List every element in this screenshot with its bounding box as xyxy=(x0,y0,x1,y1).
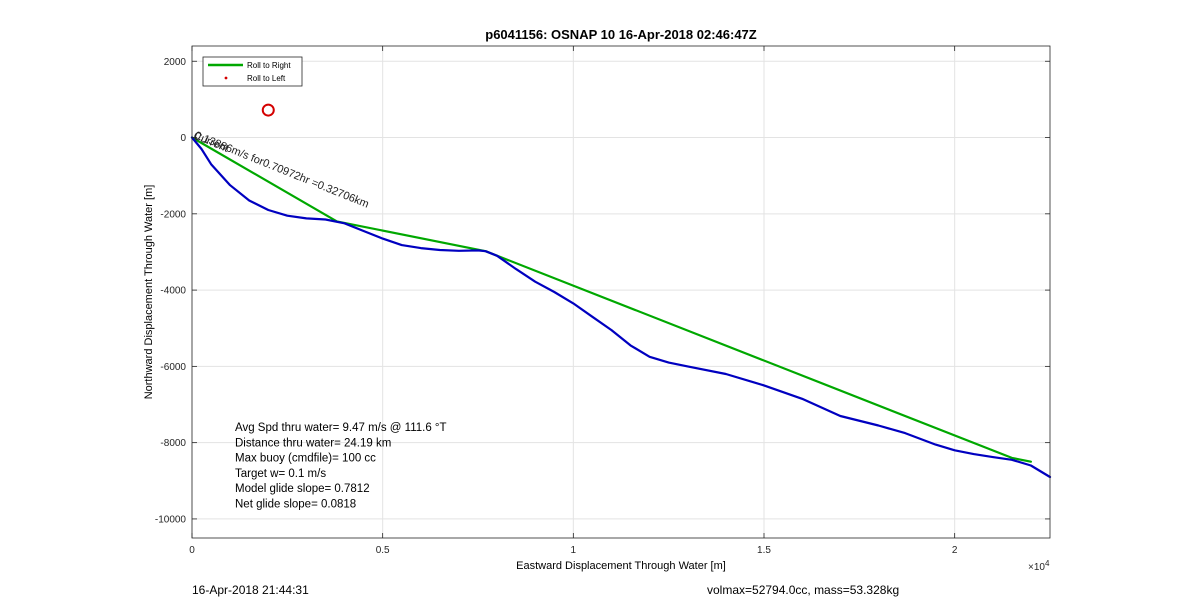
y-tick-label: 0 xyxy=(180,133,186,144)
data-series xyxy=(190,103,1052,479)
y-tick-label: -4000 xyxy=(160,286,186,297)
stats-line: Model glide slope= 0.7812 xyxy=(235,483,370,495)
stats-line: Max buoy (cmdfile)= 100 cc xyxy=(235,453,376,465)
x-axis-label: Eastward Displacement Through Water [m] xyxy=(516,560,726,572)
footer-summary: volmax=52794.0cc, mass=53.328kg xyxy=(707,583,900,597)
stats-text-block: Avg Spd thru water= 9.47 m/s @ 111.6 °T D… xyxy=(235,422,447,511)
axis-tick-labels: 0 0.5 1 1.5 2 2000 0 -2000 -4000 -6000 -8000 -10000 xyxy=(155,46,1050,556)
current-annotation: Current xyxy=(192,130,231,155)
x-axis-exponent: ×104 xyxy=(1028,559,1050,573)
x-tick-label: 1 xyxy=(571,545,577,556)
plot-area-frame xyxy=(191,45,1051,539)
stats-line: Avg Spd thru water= 9.47 m/s @ 111.6 °T xyxy=(235,422,447,434)
y-tick-label: -6000 xyxy=(160,362,186,373)
surface-position-marker xyxy=(261,103,275,117)
legend: Roll to Right Roll to Left xyxy=(202,56,303,87)
x-tick-label: 2 xyxy=(952,545,958,556)
y-axis-label: Northward Displacement Through Water [m] xyxy=(143,185,155,400)
stats-line: Target w= 0.1 m/s xyxy=(235,468,326,480)
plot-annotations: 0.13886m/s for0.70972hr =0.32706kmCurren… xyxy=(192,130,371,211)
legend-label-roll-to-left: Roll to Left xyxy=(247,74,286,83)
legend-label-roll-to-right: Roll to Right xyxy=(247,61,291,70)
legend-box xyxy=(202,56,303,87)
x-tick-label: 0.5 xyxy=(376,545,390,556)
stats-line: Distance thru water= 24.19 km xyxy=(235,437,391,449)
footer-timestamp: 16-Apr-2018 21:44:31 xyxy=(192,583,309,597)
y-tick-label: -10000 xyxy=(155,514,187,525)
legend-swatch-roll-to-left xyxy=(224,76,228,80)
chart-title: p6041156: OSNAP 10 16-Apr-2018 02:46:47Z xyxy=(485,27,757,42)
y-tick-label: -8000 xyxy=(160,438,186,449)
grid-lines xyxy=(191,46,1050,538)
stats-line: Net glide slope= 0.0818 xyxy=(235,499,356,511)
series-line-2 xyxy=(190,136,1052,479)
x-tick-label: 0 xyxy=(189,545,195,556)
y-tick-label: 2000 xyxy=(164,57,187,68)
y-tick-label: -2000 xyxy=(160,209,186,220)
x-tick-label: 1.5 xyxy=(757,545,771,556)
